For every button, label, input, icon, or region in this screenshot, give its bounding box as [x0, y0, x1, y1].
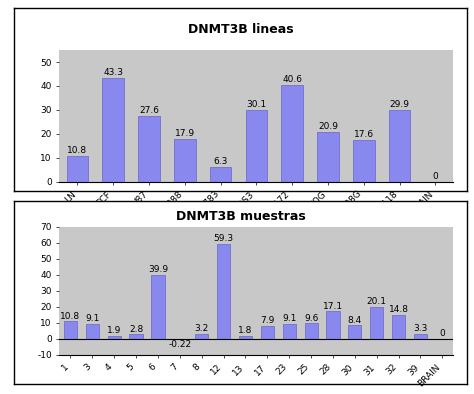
Text: 6.3: 6.3	[213, 157, 228, 166]
Text: 9.6: 9.6	[304, 314, 318, 323]
Bar	[217, 244, 230, 339]
Text: 39.9: 39.9	[148, 265, 168, 274]
Bar	[67, 156, 88, 182]
Text: 8.4: 8.4	[348, 316, 362, 325]
Bar	[389, 110, 410, 182]
Text: 30.1: 30.1	[246, 100, 266, 109]
Bar	[317, 132, 339, 182]
Text: 1.9: 1.9	[107, 326, 121, 335]
Bar	[174, 139, 196, 182]
Bar	[138, 116, 160, 182]
Bar	[348, 325, 361, 339]
Bar	[151, 275, 164, 339]
Bar	[129, 335, 143, 339]
Text: 0: 0	[439, 329, 445, 338]
Bar	[353, 140, 374, 182]
Bar	[370, 307, 383, 339]
Text: 9.1: 9.1	[282, 314, 296, 323]
Text: 10.8: 10.8	[67, 146, 87, 155]
Bar	[282, 85, 303, 182]
Text: 29.9: 29.9	[390, 100, 410, 110]
Text: 3.3: 3.3	[413, 324, 428, 333]
Text: 17.6: 17.6	[354, 130, 374, 139]
Text: DNMT3B muestras: DNMT3B muestras	[176, 210, 305, 223]
Bar	[102, 78, 124, 182]
Bar	[304, 323, 318, 339]
Text: 17.1: 17.1	[323, 301, 343, 310]
Text: 20.1: 20.1	[367, 297, 387, 306]
Text: -0.22: -0.22	[168, 340, 191, 349]
Bar	[246, 110, 267, 182]
Bar	[261, 326, 274, 339]
Text: 1.8: 1.8	[238, 326, 253, 335]
Bar	[392, 315, 405, 339]
Text: 10.8: 10.8	[60, 312, 81, 321]
Text: 2.8: 2.8	[129, 325, 143, 333]
Bar	[283, 324, 296, 339]
Text: 20.9: 20.9	[318, 122, 338, 131]
Text: 27.6: 27.6	[139, 106, 159, 115]
Text: 7.9: 7.9	[260, 316, 274, 325]
Bar	[210, 167, 231, 182]
Text: 14.8: 14.8	[389, 305, 409, 314]
Bar	[239, 336, 252, 339]
Text: 3.2: 3.2	[194, 324, 209, 333]
Text: 0: 0	[433, 172, 438, 181]
Text: 40.6: 40.6	[282, 75, 302, 84]
Bar	[108, 336, 121, 339]
Bar	[414, 333, 427, 339]
Text: 9.1: 9.1	[85, 314, 100, 323]
Text: DNMT3B lineas: DNMT3B lineas	[188, 22, 293, 35]
Text: 43.3: 43.3	[103, 69, 123, 77]
Bar	[327, 311, 339, 339]
Text: 17.9: 17.9	[175, 129, 195, 138]
Text: 59.3: 59.3	[213, 234, 234, 243]
Bar	[64, 322, 77, 339]
Bar	[195, 334, 208, 339]
Bar	[86, 324, 99, 339]
